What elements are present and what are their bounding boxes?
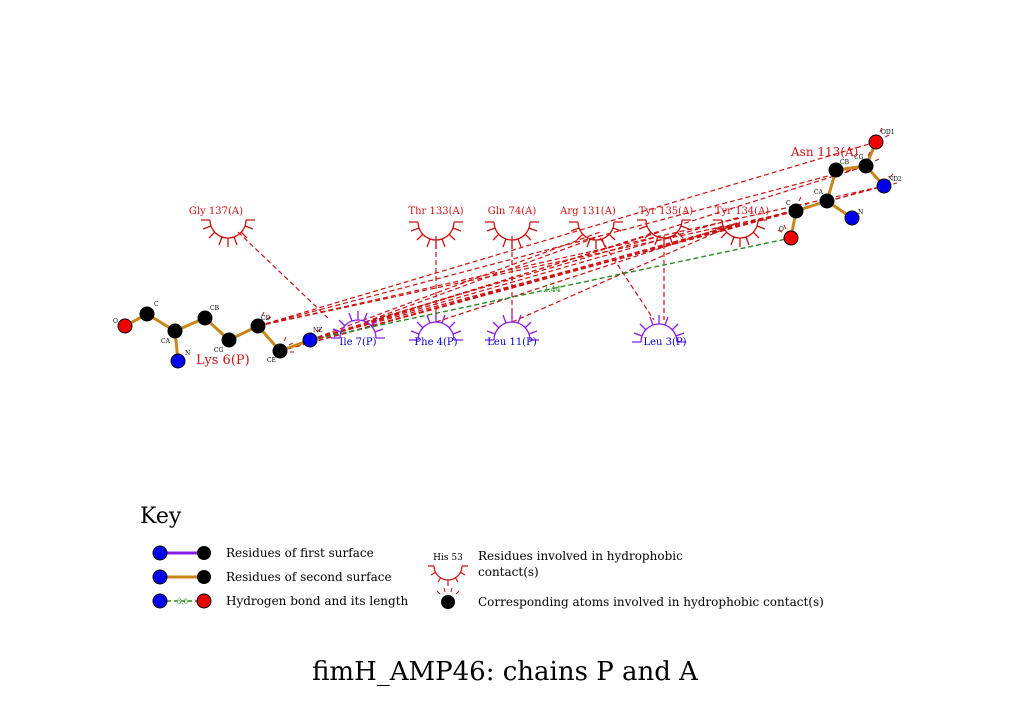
diagram-title: fimH_AMP46: chains P and A — [312, 657, 699, 687]
label-CE: CE — [267, 357, 276, 364]
key-contact-atom — [441, 595, 455, 609]
label-CG: CG — [214, 347, 224, 354]
arc-leu3 — [632, 315, 686, 343]
partner-residue-label: Asn 113(A) — [790, 145, 858, 159]
key-his53-label: His 53 — [433, 553, 463, 563]
label-phe4: Phe 4(P) — [414, 337, 457, 348]
label-N: N — [858, 209, 863, 216]
atom-CG — [858, 158, 874, 174]
label-O: O — [779, 226, 784, 233]
label-NZ: NZ — [313, 327, 322, 334]
key-hbond-n — [152, 593, 168, 609]
arc-gly137 — [201, 219, 255, 247]
atom-O — [783, 230, 799, 246]
key-second-surface-c — [197, 570, 211, 584]
atom-NZ — [302, 332, 318, 348]
label-O: O — [113, 318, 118, 325]
label-ile7: Ile 7(P) — [339, 337, 376, 348]
atom-C — [139, 306, 155, 322]
key-title: Key — [140, 504, 182, 529]
atom-CB — [828, 162, 844, 178]
arc-gln74 — [485, 221, 539, 249]
atom-CA — [167, 323, 183, 339]
hydrophobic-labels-A: Gly 137(A) Thr 133(A) Gln 74(A) Arg 131(… — [189, 206, 769, 217]
atom-N — [170, 353, 186, 369]
atom-CB — [197, 310, 213, 326]
label-CA: CA — [161, 338, 171, 345]
label-CB: CB — [840, 159, 850, 166]
asn113-atom-labels: OD1 CB CG ND2 CA N C O — [779, 129, 902, 233]
arc-tyr135 — [637, 219, 691, 247]
hbond-length-label: 2.44 — [543, 285, 561, 294]
label-leu3: Leu 3(P) — [643, 337, 686, 348]
key-hbond-label: Hydrogen bond and its length — [226, 594, 409, 608]
label-arg131: Arg 131(A) — [559, 206, 616, 217]
contact-lines — [237, 141, 885, 352]
label-gly137: Gly 137(A) — [189, 206, 243, 217]
key-legend: Key Residues of first surface Residues o… — [140, 504, 824, 609]
key-first-surface-c — [197, 546, 211, 560]
key-hydrophobic-line2: contact(s) — [478, 565, 539, 579]
atom-O — [117, 318, 133, 334]
label-gln74: Gln 74(A) — [488, 206, 537, 217]
key-hbond-o — [196, 593, 212, 609]
hydrophobic-arcs-P — [331, 311, 686, 343]
lys6-atom-labels: O C CA N CB CG CD CE NZ — [113, 301, 322, 364]
label-leu11: Leu 11(P) — [487, 337, 537, 348]
arc-ile7 — [331, 311, 385, 339]
atom-contact-spokes — [261, 127, 898, 353]
atom-CG — [221, 332, 237, 348]
label-ND2: ND2 — [888, 176, 902, 183]
atom-CE — [272, 343, 288, 359]
ligand-residue-label: Lys 6(P) — [196, 353, 250, 368]
arc-phe4 — [409, 313, 463, 341]
atom-ND2 — [876, 178, 892, 194]
key-first-surface-n — [152, 545, 168, 561]
hydrophobic-labels-P: Ile 7(P) Phe 4(P) Leu 11(P) Leu 3(P) — [339, 337, 686, 348]
label-tyr134: Tyr 134(A) — [715, 206, 769, 217]
lys6-atoms — [117, 306, 318, 369]
label-CG: CG — [854, 154, 864, 161]
atom-CD — [250, 318, 266, 334]
key-hydrophobic-line1: Residues involved in hydrophobic — [478, 549, 683, 563]
atom-OD1 — [868, 134, 884, 150]
key-hydrophobic-arc — [428, 565, 468, 586]
key-second-surface-label: Residues of second surface — [226, 570, 392, 584]
label-CB: CB — [210, 305, 220, 312]
label-C: C — [154, 301, 159, 308]
label-thr133: Thr 133(A) — [408, 206, 463, 217]
key-first-surface-label: Residues of first surface — [226, 546, 374, 560]
label-C: C — [786, 200, 791, 207]
arc-thr133 — [409, 221, 463, 249]
label-OD1: OD1 — [881, 129, 895, 136]
asn113-atoms — [783, 134, 892, 246]
label-N: N — [185, 350, 190, 357]
label-CD: CD — [261, 315, 271, 322]
atom-C — [788, 203, 804, 219]
atom-CA — [819, 193, 835, 209]
label-tyr135: Tyr 135(A) — [639, 206, 693, 217]
key-atoms-label: Corresponding atoms involved in hydropho… — [478, 595, 824, 609]
label-CA: CA — [814, 189, 824, 196]
arc-arg131 — [569, 221, 623, 249]
key-contact-spokes — [436, 587, 460, 595]
arc-leu11 — [485, 313, 539, 341]
key-hbond-length: 3.0 — [177, 598, 188, 606]
arc-tyr134 — [713, 219, 767, 247]
hydrogen-bond: 2.44 — [309, 237, 792, 341]
hydrophobic-arcs-A — [201, 219, 767, 249]
atom-N — [844, 210, 860, 226]
key-second-surface-n — [152, 569, 168, 585]
